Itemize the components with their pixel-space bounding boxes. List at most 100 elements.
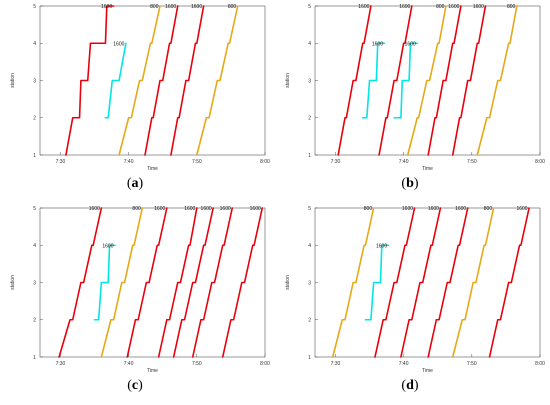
y-tick-label: 2: [33, 318, 36, 324]
train-diagram-a: 1 2 3 4 5 7:30 7:40 7:50 8:00 Time station 1600 1600…: [10, 4, 270, 172]
train-path-1600: [221, 207, 264, 358]
x-tick-label: 8:00: [535, 159, 545, 165]
train-path-1600: [374, 207, 416, 358]
train-label: 1600: [376, 243, 387, 249]
x-tick-label: 7:30: [331, 159, 341, 165]
train-path-800: [451, 207, 495, 358]
x-tick-label: 7:40: [399, 361, 409, 367]
caption-d: (d): [401, 378, 419, 393]
x-tick-label: 7:40: [399, 159, 409, 165]
train-path-1600: [488, 207, 530, 358]
plot-frame: [314, 207, 541, 358]
y-tick-label: 1: [33, 153, 36, 159]
train-path-800: [100, 207, 144, 358]
train-label: 1600: [358, 4, 369, 10]
train-path-800: [476, 5, 518, 156]
x-tick-label: 7:30: [331, 361, 341, 367]
train-label: 1600: [154, 206, 165, 212]
train-label: 1600: [165, 4, 176, 10]
y-tick-label: 5: [33, 4, 36, 10]
x-tick-label: 8:00: [260, 361, 270, 367]
train-label: 1600: [516, 206, 527, 212]
train-label: 800: [484, 206, 493, 212]
train-path-800: [331, 207, 375, 358]
y-tick-label: 1: [308, 153, 311, 159]
train-label: 1600: [220, 206, 231, 212]
train-label: 1600: [402, 206, 413, 212]
train-label: 1600: [89, 206, 100, 212]
train-path-1600: [364, 244, 390, 321]
train-path-1600: [170, 5, 205, 156]
train-label: 1600: [201, 206, 212, 212]
x-tick-label: 7:50: [467, 159, 477, 165]
train-label: 1600: [428, 206, 439, 212]
plot-frame: [39, 5, 266, 156]
train-path-1600: [393, 42, 419, 119]
train-label: 800: [228, 4, 237, 10]
y-tick-label: 3: [308, 280, 311, 286]
train-path-800: [406, 5, 447, 156]
train-diagram-b: 1 2 3 4 5 7:30 7:40 7:50 8:00 Time station 1600 1600…: [285, 4, 545, 172]
y-tick-label: 1: [308, 355, 311, 361]
train-label: 1600: [399, 4, 410, 10]
caption-c: (c): [127, 378, 143, 393]
x-tick-label: 7:30: [56, 361, 66, 367]
y-tick-label: 3: [33, 78, 36, 84]
y-tick-label: 3: [33, 280, 36, 286]
train-label: 1600: [448, 4, 459, 10]
train-diagram-c: 1 2 3 4 5 7:30 7:40 7:50 8:00 Time station 1600 1600…: [10, 206, 270, 374]
y-tick-label: 3: [308, 78, 311, 84]
x-tick-label: 7:40: [124, 159, 134, 165]
y-axis-title: station: [10, 73, 16, 88]
train-path-1600: [400, 207, 442, 358]
y-tick-label: 2: [308, 116, 311, 122]
train-label: 1600: [184, 206, 195, 212]
train-path-1600: [191, 207, 234, 358]
train-label: 1600: [101, 4, 112, 10]
x-tick-label: 7:40: [124, 361, 134, 367]
x-tick-label: 8:00: [260, 159, 270, 165]
x-tick-label: 7:50: [467, 361, 477, 367]
train-label: 1600: [372, 41, 383, 47]
y-axis-title: station: [285, 73, 291, 88]
train-path-1600: [93, 244, 116, 321]
train-label: 800: [150, 4, 159, 10]
y-tick-label: 5: [308, 4, 311, 10]
y-tick-label: 4: [308, 243, 311, 249]
x-tick-label: 8:00: [535, 361, 545, 367]
train-label: 1600: [250, 206, 261, 212]
train-path-800: [118, 5, 161, 156]
x-tick-label: 7:50: [192, 361, 202, 367]
x-axis-title: Time: [422, 166, 433, 172]
plot-frame: [39, 207, 266, 358]
panel-c: 1 2 3 4 5 7:30 7:40 7:50 8:00 Time station 1600 1600…: [0, 202, 275, 404]
y-tick-label: 4: [33, 243, 36, 249]
panel-a: 1 2 3 4 5 7:30 7:40 7:50 8:00 Time station 1600 1600…: [0, 0, 275, 202]
y-tick-label: 5: [308, 206, 311, 212]
train-label: 800: [364, 206, 373, 212]
train-label: 1600: [191, 4, 202, 10]
train-label: 800: [132, 206, 141, 212]
y-axis-title: station: [10, 275, 16, 290]
train-label: 1600: [102, 243, 113, 249]
x-axis-title: Time: [147, 166, 158, 172]
y-tick-label: 2: [33, 116, 36, 122]
panel-b: 1 2 3 4 5 7:30 7:40 7:50 8:00 Time station 1600 1600…: [275, 0, 550, 202]
train-path-1600: [427, 207, 469, 358]
train-path-1600: [144, 5, 179, 156]
train-label: 1600: [113, 41, 124, 47]
panel-d: 1 2 3 4 5 7:30 7:40 7:50 8:00 Time station 800 1600 1…: [275, 202, 550, 404]
train-path-1600: [126, 207, 168, 358]
train-path-800: [196, 5, 239, 156]
train-path-1600: [104, 42, 127, 119]
y-tick-label: 4: [33, 41, 36, 47]
y-tick-label: 2: [308, 318, 311, 324]
train-label: 1600: [455, 206, 466, 212]
train-path-1600: [361, 42, 386, 119]
x-tick-label: 7:30: [56, 159, 66, 165]
train-path-1600: [157, 207, 198, 358]
x-tick-label: 7:50: [192, 159, 202, 165]
train-path-1600: [65, 5, 115, 156]
train-path-1600: [378, 5, 413, 156]
train-label: 1600: [405, 41, 416, 47]
